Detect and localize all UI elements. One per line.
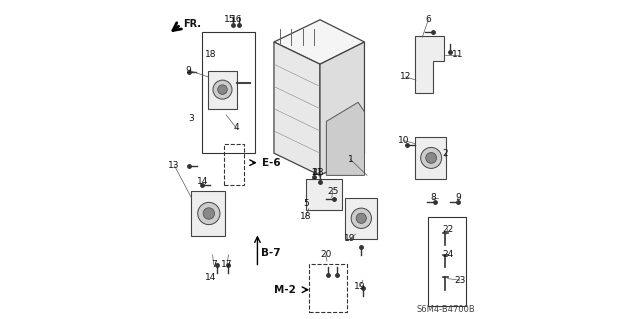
- Text: M-2: M-2: [275, 285, 296, 295]
- Text: 18: 18: [205, 50, 216, 59]
- Polygon shape: [274, 42, 320, 175]
- Text: 20: 20: [320, 250, 332, 259]
- Circle shape: [356, 213, 366, 223]
- Text: 1: 1: [348, 155, 353, 164]
- Text: 16: 16: [231, 15, 243, 24]
- Text: 22: 22: [442, 225, 453, 234]
- Polygon shape: [346, 197, 377, 239]
- Text: 18: 18: [313, 168, 324, 177]
- Bar: [202, 33, 255, 153]
- Text: 9: 9: [455, 193, 461, 202]
- Text: 2: 2: [443, 149, 448, 158]
- Text: 7: 7: [211, 260, 216, 269]
- Circle shape: [426, 152, 436, 163]
- Bar: [428, 217, 466, 306]
- Text: 21: 21: [311, 168, 323, 177]
- Circle shape: [351, 208, 371, 228]
- Polygon shape: [415, 137, 447, 179]
- Text: 5: 5: [303, 199, 308, 208]
- Text: 25: 25: [327, 187, 339, 196]
- Text: 24: 24: [442, 250, 453, 259]
- Circle shape: [420, 147, 442, 168]
- Text: 3: 3: [189, 114, 195, 123]
- Text: 14: 14: [196, 177, 208, 186]
- Text: 23: 23: [454, 276, 465, 285]
- Circle shape: [203, 208, 214, 219]
- Text: 15: 15: [224, 15, 236, 24]
- Polygon shape: [415, 36, 444, 93]
- Text: 4: 4: [234, 123, 239, 132]
- Text: 9: 9: [186, 66, 191, 75]
- Polygon shape: [306, 179, 342, 210]
- Polygon shape: [191, 191, 225, 236]
- Text: B-7: B-7: [261, 248, 281, 258]
- Text: 17: 17: [221, 260, 232, 269]
- Text: E-6: E-6: [262, 158, 281, 168]
- Text: 10: 10: [397, 136, 409, 145]
- Bar: [309, 264, 347, 312]
- Text: 8: 8: [430, 193, 436, 202]
- Text: FR.: FR.: [184, 19, 202, 29]
- Text: 14: 14: [205, 272, 216, 281]
- Text: 11: 11: [452, 50, 464, 59]
- Text: 12: 12: [400, 72, 412, 81]
- Text: 19: 19: [354, 282, 365, 291]
- Circle shape: [213, 80, 232, 99]
- Circle shape: [218, 85, 227, 94]
- Text: 13: 13: [168, 161, 180, 170]
- Text: 6: 6: [426, 15, 431, 24]
- Polygon shape: [320, 42, 364, 175]
- Circle shape: [198, 202, 220, 225]
- Text: 19: 19: [344, 234, 356, 243]
- Text: S6M4-B4700B: S6M4-B4700B: [417, 305, 476, 314]
- Polygon shape: [326, 102, 364, 175]
- Polygon shape: [208, 70, 237, 109]
- Bar: [224, 144, 244, 185]
- Polygon shape: [274, 20, 364, 64]
- Text: 18: 18: [300, 212, 311, 221]
